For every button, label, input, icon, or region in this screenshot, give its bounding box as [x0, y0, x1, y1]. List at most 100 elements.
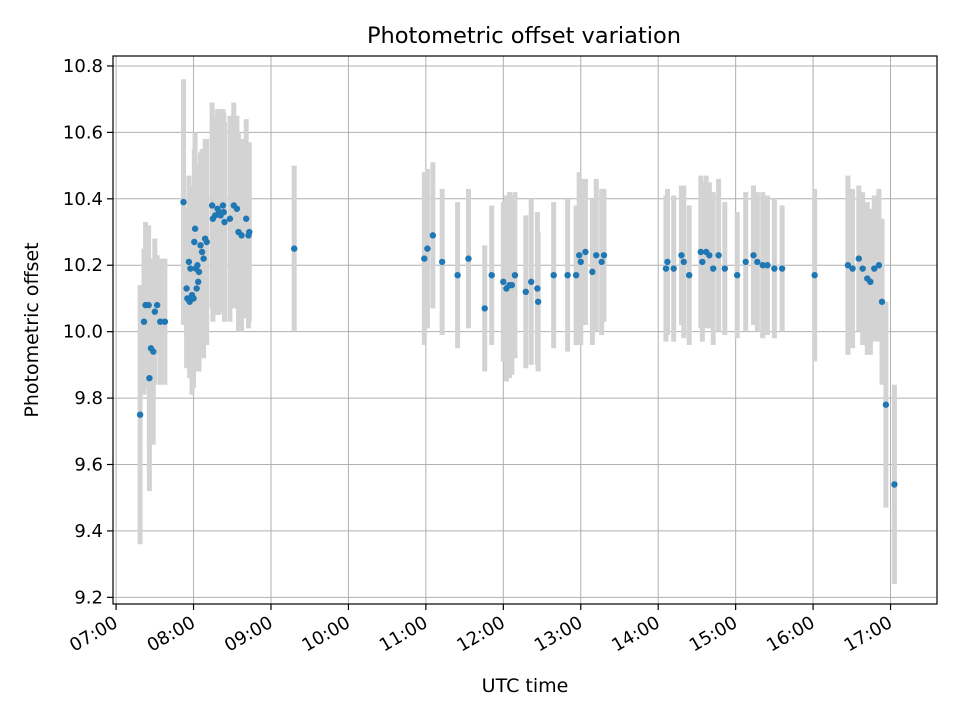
data-point: [706, 252, 713, 259]
data-point: [855, 255, 862, 262]
data-point: [136, 411, 144, 418]
data-point: [200, 255, 207, 262]
data-point: [527, 278, 535, 286]
data-point: [183, 285, 190, 292]
data-point: [220, 208, 227, 216]
data-point: [598, 258, 605, 266]
data-point: [875, 262, 883, 269]
plot-frame: [112, 55, 938, 605]
data-point: [771, 265, 778, 272]
data-point: [589, 268, 596, 276]
data-point: [670, 265, 677, 272]
data-point: [180, 198, 187, 206]
data-point: [226, 215, 234, 222]
chart-title: Photometric offset variation: [367, 23, 681, 49]
data-point: [194, 278, 202, 286]
data-point: [882, 401, 890, 408]
y-tick-label: 10.8: [63, 56, 103, 77]
data-point: [150, 348, 157, 355]
data-point: [511, 272, 519, 279]
data-point: [508, 281, 516, 289]
data-point: [699, 258, 706, 266]
data-point: [662, 265, 670, 272]
data-point: [198, 248, 206, 256]
data-point: [197, 242, 204, 249]
data-point: [185, 258, 193, 266]
y-tick-label: 10.6: [63, 122, 103, 143]
y-axis-ticks: 9.2 9.4 9.6 9.8 10.0 10.2 10.4 10.6 10.8: [63, 56, 113, 608]
data-point: [246, 228, 253, 236]
data-point: [161, 318, 169, 325]
data-point: [709, 265, 717, 272]
data-point: [697, 248, 704, 256]
data-point: [429, 232, 437, 239]
y-tick-label: 10.4: [63, 189, 103, 210]
data-point: [764, 262, 771, 269]
data-point: [421, 255, 428, 262]
data-point: [194, 262, 201, 269]
data-point: [534, 285, 541, 292]
data-point: [488, 272, 495, 279]
data-point: [576, 252, 583, 259]
data-point: [140, 318, 148, 325]
data-point: [680, 258, 687, 266]
data-point: [193, 285, 200, 292]
data-point: [151, 308, 159, 315]
data-point: [754, 258, 761, 266]
y-tick-label: 9.8: [74, 388, 103, 409]
data-point: [424, 245, 431, 252]
data-point: [146, 374, 153, 382]
data-point: [157, 318, 164, 325]
data-point: [153, 301, 161, 309]
data-point: [759, 262, 766, 269]
data-point: [867, 278, 874, 286]
data-point: [233, 205, 241, 212]
data-point: [811, 272, 818, 279]
data-point: [733, 272, 741, 279]
data-point: [721, 265, 729, 272]
data-point: [678, 252, 685, 259]
data-point: [844, 262, 852, 269]
data-point: [438, 258, 446, 266]
data-point: [778, 265, 786, 272]
data-point: [465, 255, 472, 262]
data-point: [664, 258, 671, 266]
y-tick-label: 10.2: [63, 255, 103, 276]
data-point: [859, 265, 866, 272]
data-point: [187, 265, 194, 272]
data-point: [685, 272, 693, 279]
y-tick-label: 9.4: [74, 521, 103, 542]
data-point: [522, 288, 529, 296]
data-point: [878, 298, 886, 305]
data-point: [742, 258, 749, 266]
data-point: [871, 265, 878, 272]
data-point: [191, 238, 198, 246]
data-point: [145, 301, 152, 309]
data-point: [238, 232, 245, 239]
data-point: [534, 298, 542, 305]
data-point: [849, 265, 856, 272]
x-axis-label: UTC time: [482, 675, 569, 697]
data-point: [291, 245, 298, 252]
data-points: [136, 198, 898, 488]
y-tick-label: 9.6: [74, 455, 103, 476]
data-point: [564, 272, 571, 279]
data-point: [550, 272, 557, 279]
data-point: [481, 305, 488, 312]
data-point: [191, 225, 199, 232]
data-point: [593, 252, 600, 259]
data-point: [221, 218, 228, 226]
data-point: [195, 268, 203, 276]
data-point: [572, 272, 580, 279]
data-point: [500, 278, 507, 286]
data-point: [600, 252, 608, 259]
data-point: [891, 481, 898, 488]
data-point: [208, 202, 216, 209]
y-tick-label: 10.0: [63, 322, 103, 343]
y-axis-label: Photometric offset: [21, 242, 43, 417]
data-point: [582, 248, 589, 256]
data-point: [219, 202, 227, 209]
data-point: [203, 238, 210, 246]
y-tick-label: 9.2: [74, 587, 103, 608]
